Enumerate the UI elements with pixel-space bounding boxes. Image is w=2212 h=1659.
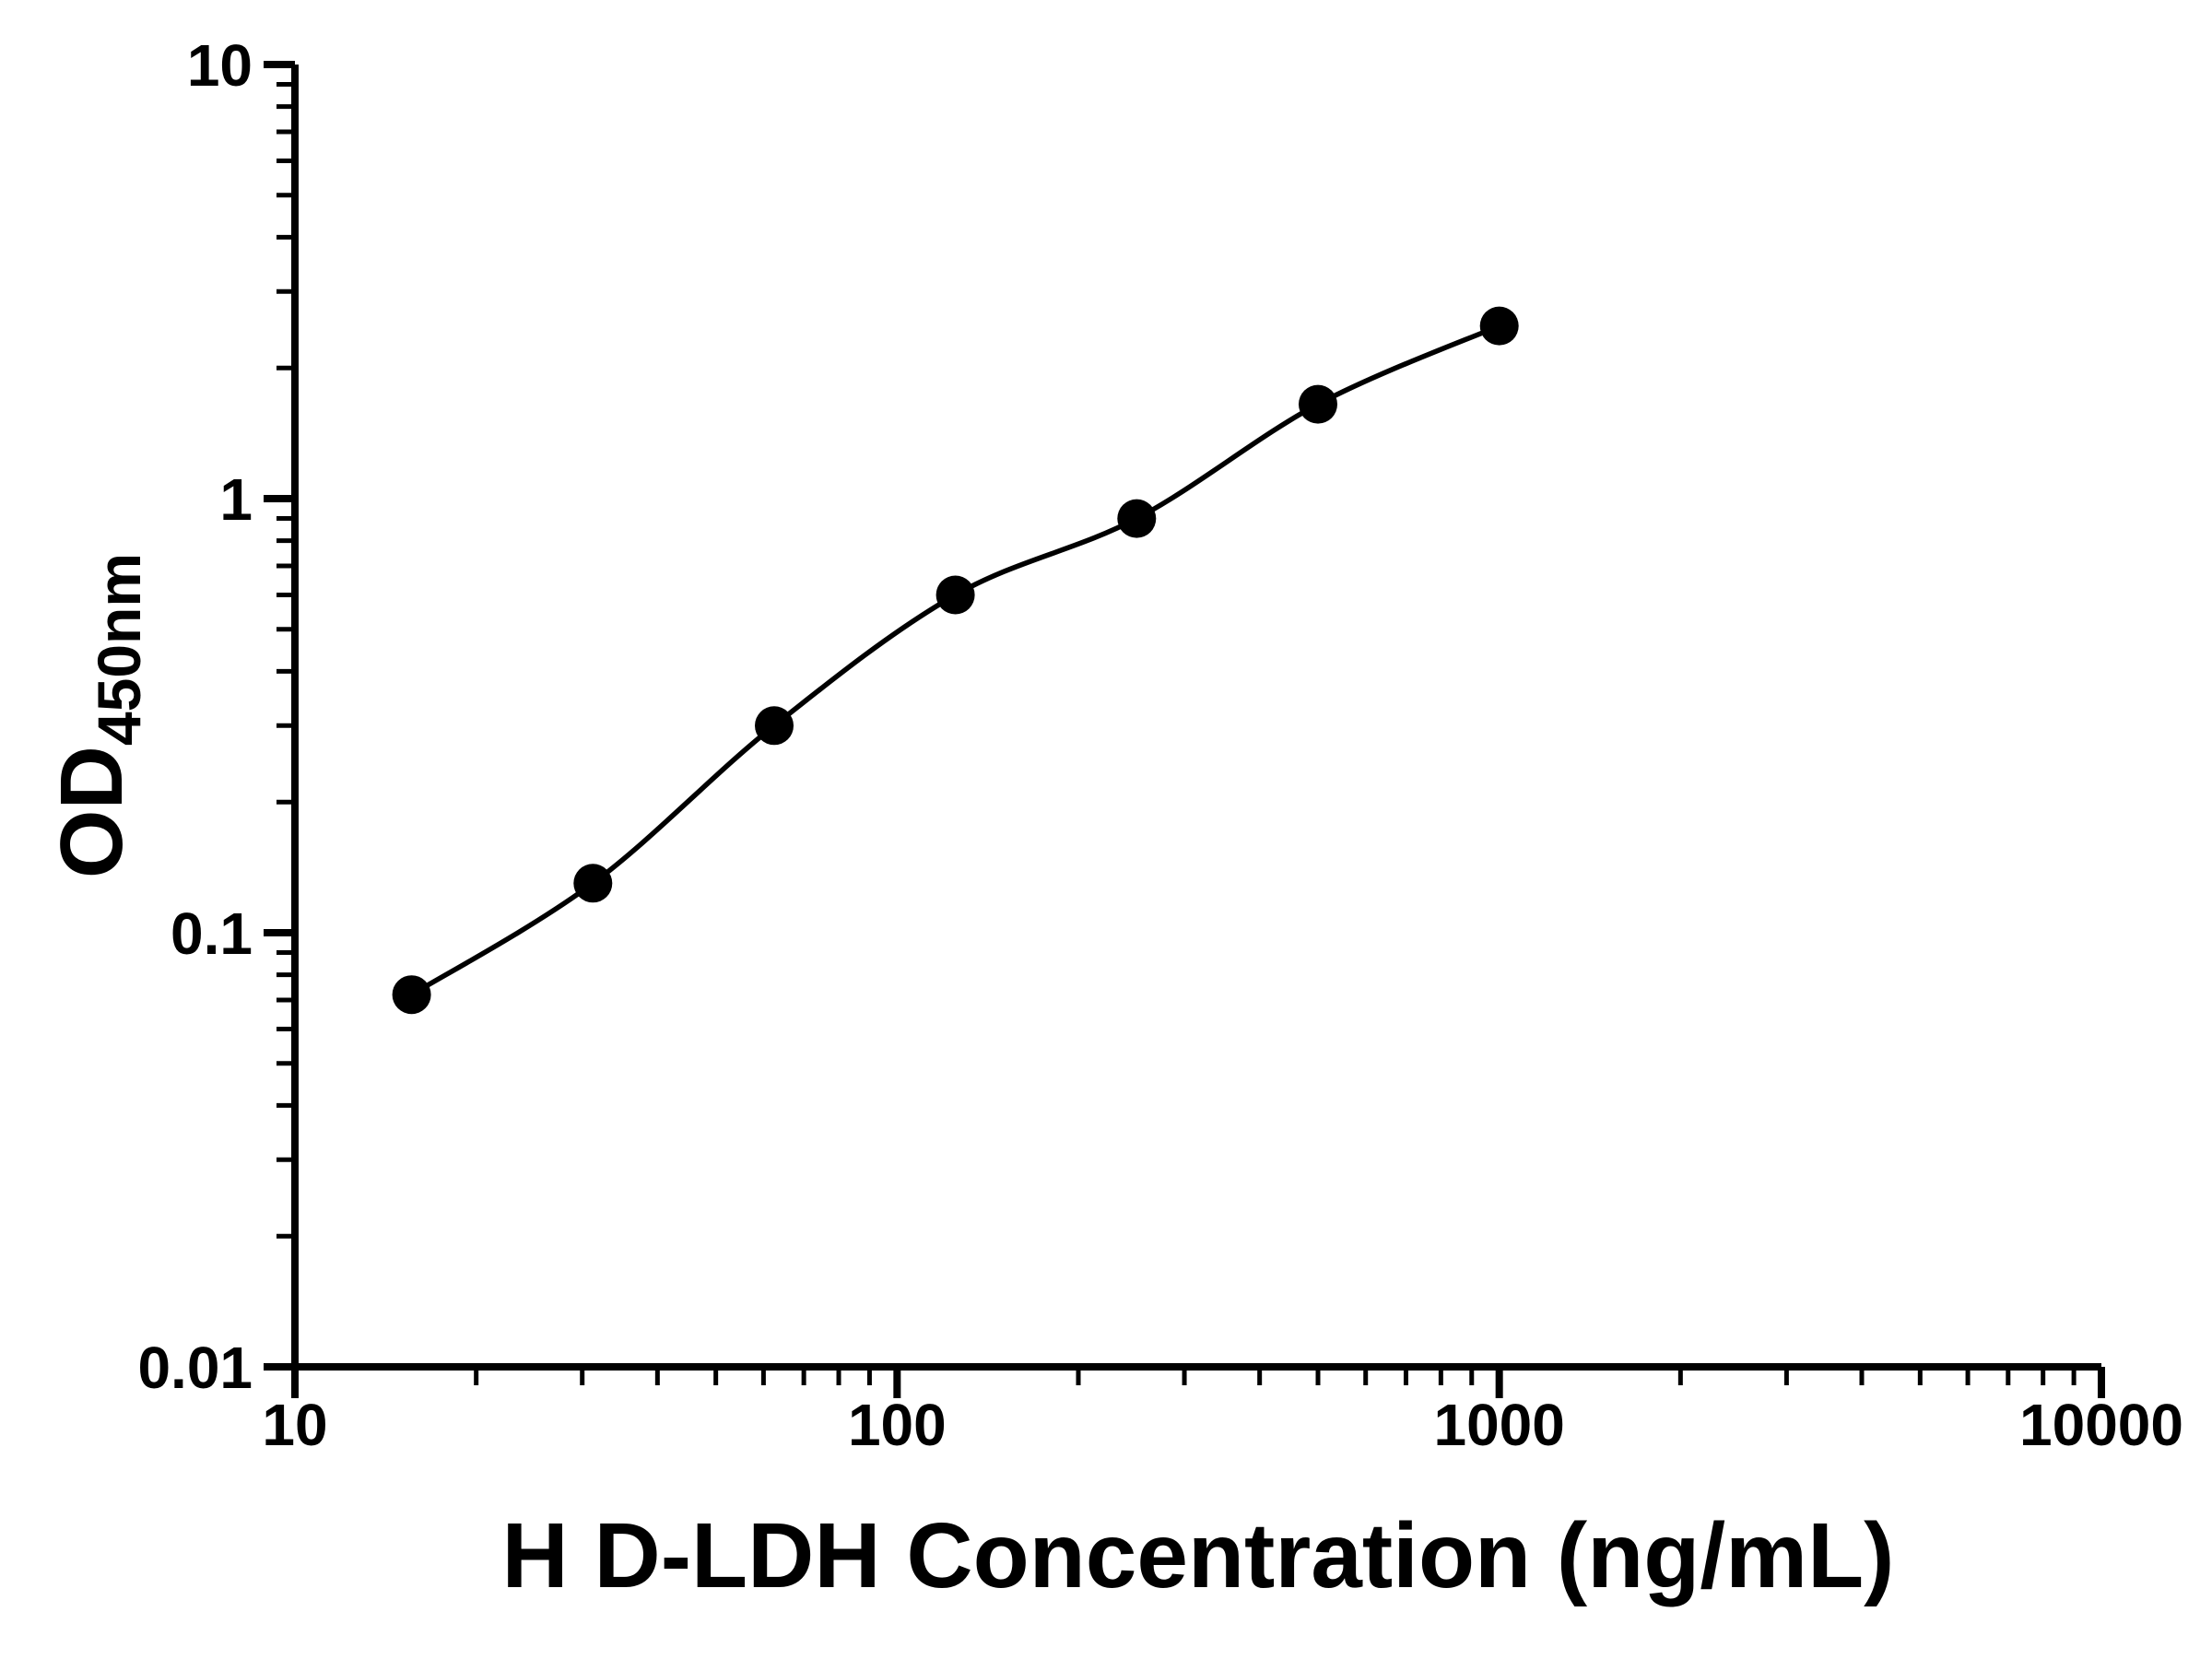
y-tick-label: 1 [219,466,253,533]
x-tick-label: 10000 [2019,1392,2183,1458]
data-points [392,306,1519,1015]
x-axis-title: H D-LDH Concentration (ng/mL) [502,1504,1895,1607]
y-tick-label: 0.01 [137,1335,253,1401]
x-tick-label: 100 [848,1392,947,1458]
data-point-marker [935,575,975,615]
tick-marks [264,61,2105,1398]
data-point-marker [1479,306,1519,346]
data-point-marker [573,864,613,903]
y-axis-title-sub: 450nm [85,553,153,746]
y-axis-title: OD450nm [42,553,153,878]
x-tick-label: 1000 [1433,1392,1564,1458]
y-axis-title-main: OD [42,746,141,878]
data-point-marker [1299,384,1337,424]
x-tick-label: 10 [262,1392,327,1458]
data-point-marker [392,975,431,1015]
y-tick-label: 0.1 [171,900,253,967]
y-tick-label: 10 [187,32,253,99]
data-point-marker [1117,499,1157,538]
data-point-marker [755,706,794,746]
